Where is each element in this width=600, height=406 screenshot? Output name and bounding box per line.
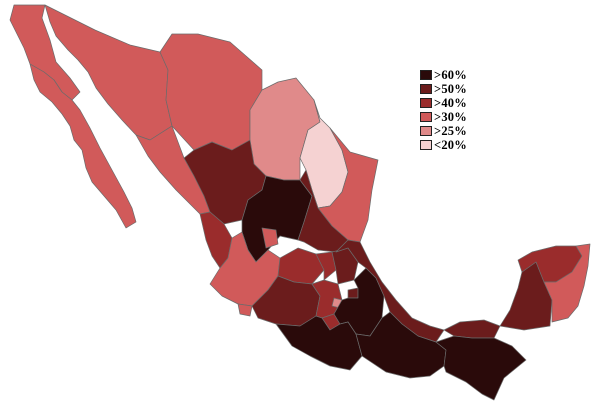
legend-label: >25% bbox=[434, 124, 467, 138]
legend-label: >50% bbox=[434, 82, 467, 96]
region-tabasco bbox=[443, 319, 501, 339]
region-colima bbox=[237, 303, 253, 317]
region-baja-california-sur bbox=[29, 63, 137, 229]
legend-swatch bbox=[420, 126, 432, 136]
legend-label: <20% bbox=[434, 138, 467, 152]
legend-swatch bbox=[420, 84, 432, 94]
legend-swatch bbox=[420, 98, 432, 108]
region-guerrero bbox=[275, 315, 363, 371]
legend: >60% >50% >40% >30% >25% <20% bbox=[420, 68, 467, 152]
region-sonora bbox=[44, 4, 173, 141]
legend-item: >30% bbox=[420, 110, 467, 124]
region-aguascalientes bbox=[261, 227, 279, 249]
legend-item: >50% bbox=[420, 82, 467, 96]
legend-item: <20% bbox=[420, 138, 467, 152]
region-chiapas bbox=[435, 335, 527, 401]
legend-swatch bbox=[420, 112, 432, 122]
legend-label: >30% bbox=[434, 110, 467, 124]
legend-item: >25% bbox=[420, 124, 467, 138]
legend-swatch bbox=[420, 70, 432, 80]
legend-swatch bbox=[420, 140, 432, 150]
legend-label: >60% bbox=[434, 68, 467, 82]
legend-item: >60% bbox=[420, 68, 467, 82]
legend-label: >40% bbox=[434, 96, 467, 110]
legend-item: >40% bbox=[420, 96, 467, 110]
region-queretaro bbox=[315, 251, 337, 281]
region-quintana-roo bbox=[543, 243, 591, 323]
region-chihuahua bbox=[159, 33, 263, 151]
region-tlaxcala bbox=[347, 287, 359, 299]
